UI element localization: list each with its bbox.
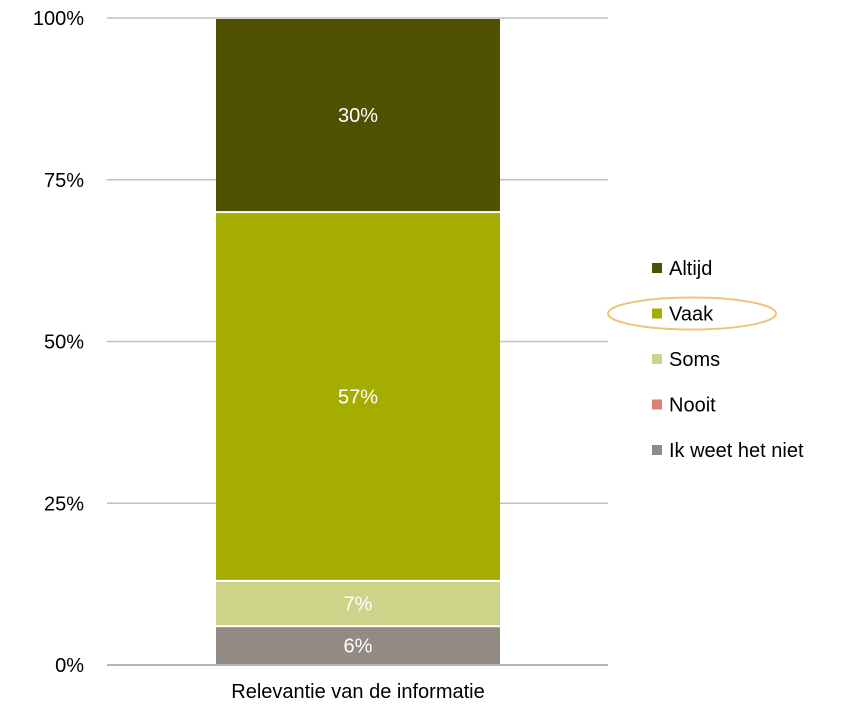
y-tick-label: 50%	[44, 332, 84, 354]
y-tick-label: 25%	[44, 493, 84, 515]
highlight-ellipse	[607, 296, 777, 331]
legend-swatch-nooit	[652, 399, 662, 410]
legend-label-soms: Soms	[669, 349, 720, 371]
data-label-ik-weet-het-niet: 6%	[344, 636, 373, 658]
x-category-label: Relevantie van de informatie	[231, 681, 484, 703]
bar-segment-altijd	[216, 19, 500, 212]
legend: Altijd Vaak Soms Nooit Ik weet het niet	[607, 258, 804, 462]
bar-segment-soms	[216, 581, 500, 626]
legend-label-altijd: Altijd	[669, 258, 712, 280]
bar-segment-vaak	[216, 213, 500, 580]
data-label-vaak: 57%	[338, 386, 378, 408]
bar-segments	[216, 19, 500, 664]
legend-label-ik-weet-het-niet: Ik weet het niet	[669, 440, 804, 462]
data-labels: 6% 7% 57% 30%	[338, 105, 378, 658]
y-tick-label: 75%	[44, 170, 84, 192]
legend-swatch-soms	[652, 354, 662, 364]
legend-label-nooit: Nooit	[669, 395, 716, 417]
legend-swatch-vaak	[652, 308, 662, 319]
data-label-altijd: 30%	[338, 105, 378, 127]
legend-swatch-altijd	[652, 263, 662, 273]
y-tick-label: 0%	[55, 655, 84, 677]
y-axis-tick-labels: 0% 25% 50% 75% 100%	[33, 8, 84, 677]
y-tick-label: 100%	[33, 8, 84, 30]
data-label-soms: 7%	[344, 594, 373, 616]
legend-swatch-ik-weet-het-niet	[652, 445, 662, 455]
legend-label-vaak: Vaak	[669, 304, 714, 326]
bar-segment-ik-weet-het-niet	[216, 627, 500, 664]
